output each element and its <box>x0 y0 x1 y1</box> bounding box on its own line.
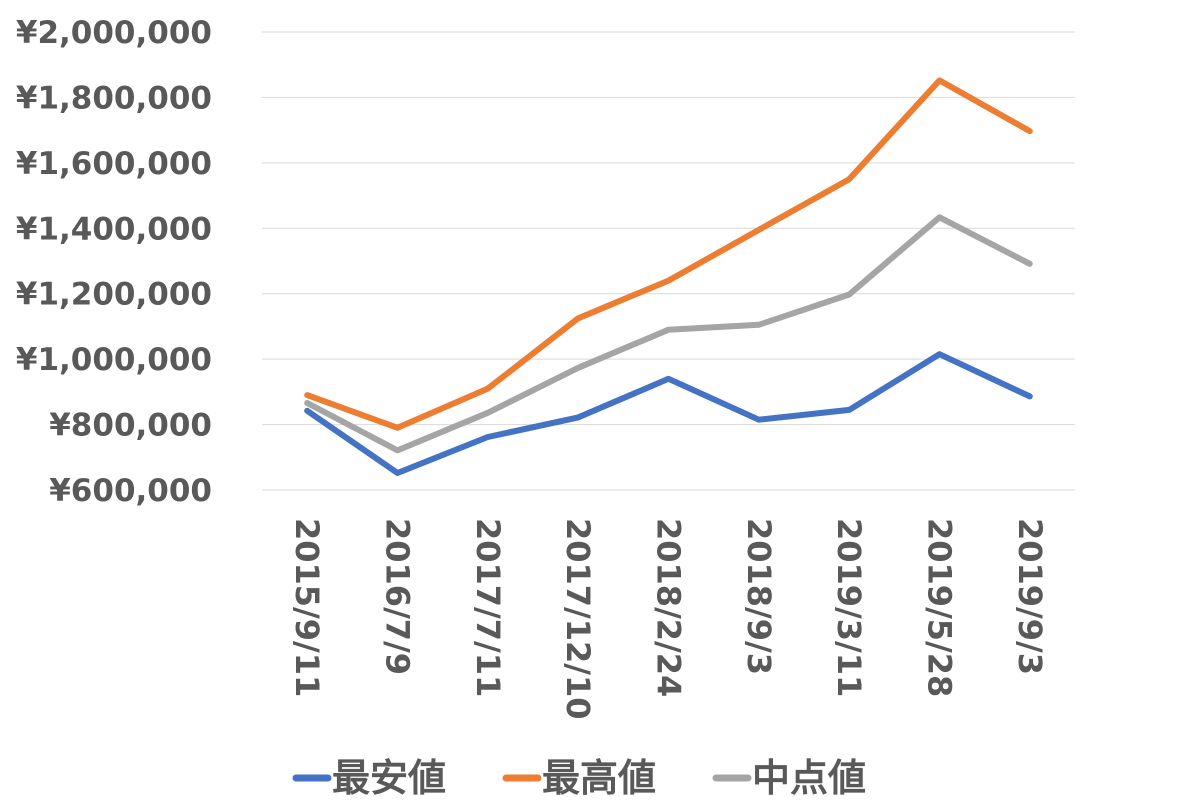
x-tick-label: 2019/3/11 <box>830 518 868 697</box>
y-tick-label: ¥2,000,000 <box>16 15 212 51</box>
y-tick-label: ¥1,000,000 <box>16 342 212 378</box>
x-tick-label: 2016/7/9 <box>379 518 417 675</box>
series-lines <box>304 77 1033 476</box>
legend-label: 最安値 <box>332 756 446 800</box>
x-tick-label: 2017/7/11 <box>469 518 507 697</box>
legend-label: 最高値 <box>542 756 656 800</box>
y-tick-label: ¥1,600,000 <box>16 146 212 182</box>
y-tick-label: ¥1,800,000 <box>16 80 212 116</box>
series-line-1 <box>304 351 1033 476</box>
x-tick-label: 2017/12/10 <box>559 518 597 720</box>
legend-label: 中点値 <box>752 756 866 800</box>
y-tick-label: ¥1,200,000 <box>16 277 212 313</box>
series-line-3 <box>304 214 1033 454</box>
series-line-2 <box>304 77 1033 431</box>
x-axis-tick-labels: 2015/9/11 2016/7/9 2017/7/11 2017/12/10 2018… <box>288 518 1049 720</box>
x-tick-label: 2018/9/3 <box>740 518 778 675</box>
y-tick-label: ¥1,400,000 <box>16 211 212 247</box>
y-tick-label: ¥800,000 <box>49 408 212 444</box>
x-tick-label: 2019/5/28 <box>921 518 959 697</box>
x-tick-label: 2018/2/24 <box>650 518 688 697</box>
y-tick-label: ¥600,000 <box>49 473 212 509</box>
legend: 最安値 最高値 中点値 <box>292 756 866 800</box>
y-axis-tick-labels: ¥600,000 ¥800,000 ¥1,000,000 ¥1,200,000 ¥1,4… <box>16 15 212 509</box>
x-tick-label: 2019/9/3 <box>1011 518 1049 675</box>
x-tick-label: 2015/9/11 <box>288 518 326 697</box>
